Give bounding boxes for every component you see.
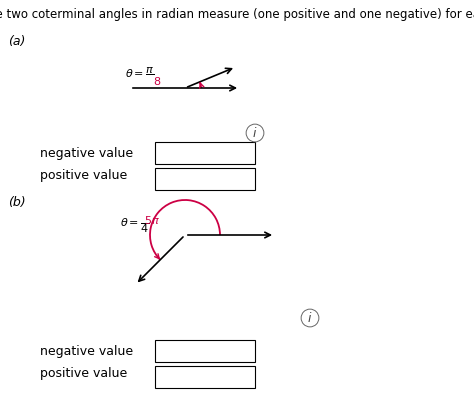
FancyBboxPatch shape — [155, 142, 255, 164]
Text: positive value: positive value — [40, 367, 127, 381]
Text: Determine two coterminal angles in radian measure (one positive and one negative: Determine two coterminal angles in radia… — [0, 8, 474, 21]
FancyBboxPatch shape — [155, 366, 255, 388]
Text: negative value: negative value — [40, 147, 133, 160]
Text: (b): (b) — [8, 196, 26, 209]
FancyBboxPatch shape — [155, 340, 255, 362]
Text: $\it{i}$: $\it{i}$ — [307, 311, 313, 325]
FancyBboxPatch shape — [155, 168, 255, 190]
Text: (a): (a) — [8, 35, 26, 48]
Text: $\theta = \dfrac{\pi}{\ }$: $\theta = \dfrac{\pi}{\ }$ — [125, 65, 155, 80]
Text: $\theta = \dfrac{\ }{4}$: $\theta = \dfrac{\ }{4}$ — [120, 216, 149, 234]
Text: $\it{i}$: $\it{i}$ — [252, 126, 258, 140]
Text: negative value: negative value — [40, 345, 133, 358]
Text: $8$: $8$ — [153, 75, 161, 87]
Text: $5\pi$: $5\pi$ — [144, 214, 160, 226]
Text: positive value: positive value — [40, 168, 127, 181]
